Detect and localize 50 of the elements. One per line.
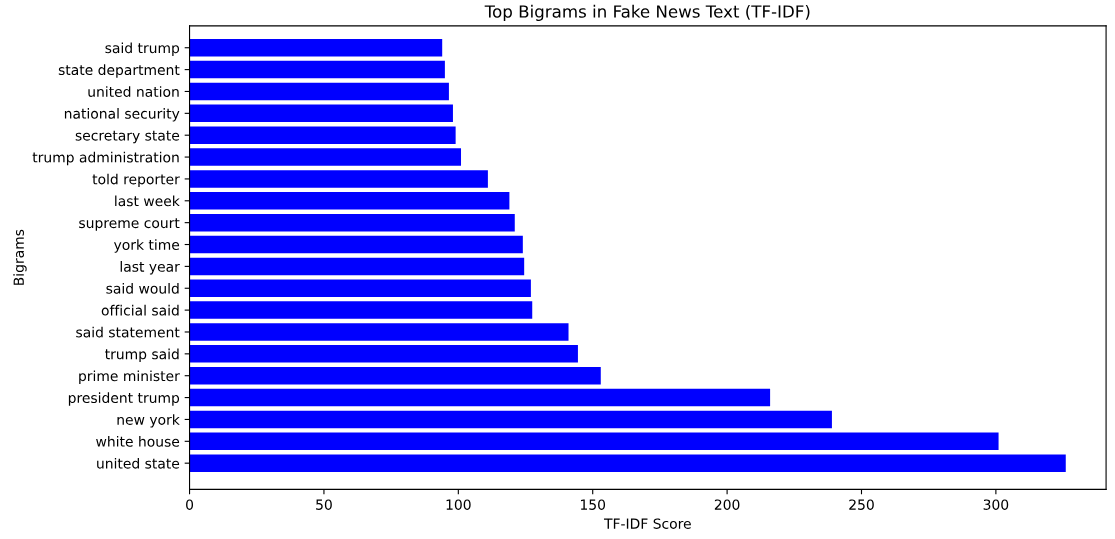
y-tick-label: official said xyxy=(101,304,179,316)
y-tick-label: new york xyxy=(117,414,180,428)
bar xyxy=(189,323,569,341)
bar xyxy=(189,257,525,276)
bar xyxy=(189,104,453,123)
y-tick-label: white house xyxy=(96,436,180,447)
bar xyxy=(189,148,462,166)
bar xyxy=(189,60,445,79)
y-tick-label: said statement xyxy=(76,326,180,338)
bar xyxy=(189,213,515,232)
y-axis-title: Bigrams xyxy=(13,229,27,285)
bar xyxy=(189,126,456,144)
y-tick-label: york time xyxy=(113,239,180,253)
x-axis-title: TF-IDF Score xyxy=(603,518,691,529)
y-tick-label: said trump xyxy=(105,42,180,56)
x-tick-label: 150 xyxy=(580,499,606,510)
y-tick-label: united state xyxy=(97,457,180,469)
bar xyxy=(189,170,488,188)
y-tick-label: trump administration xyxy=(32,151,179,166)
bar xyxy=(189,38,443,57)
bar xyxy=(189,235,523,254)
y-tick-label: supreme court xyxy=(79,218,180,231)
y-tick-label: state department xyxy=(58,64,180,78)
bar xyxy=(189,192,510,210)
x-tick-label: 50 xyxy=(316,499,332,510)
y-tick-label: last week xyxy=(115,195,180,207)
x-tick-label: 200 xyxy=(714,499,740,510)
bar xyxy=(189,301,533,319)
y-tick-label: said would xyxy=(106,282,179,294)
x-tick-label: 300 xyxy=(983,499,1009,510)
x-tick-label: 100 xyxy=(446,499,471,510)
bar xyxy=(189,454,1066,472)
bar xyxy=(189,345,578,363)
bar xyxy=(189,82,449,101)
bar xyxy=(189,388,771,407)
bar xyxy=(189,366,601,385)
y-tick-label: told reporter xyxy=(92,173,180,188)
y-tick-label: united nation xyxy=(88,86,179,97)
y-tick-label: last year xyxy=(120,261,180,275)
x-tick-label: 250 xyxy=(849,499,874,510)
y-tick-label: secretary state xyxy=(75,130,180,144)
chart-title: Top Bigrams in Fake News Text (TF-IDF) xyxy=(484,4,810,21)
y-tick-label: national security xyxy=(64,108,180,122)
y-tick-label: prime minister xyxy=(79,370,180,384)
bar xyxy=(189,410,832,429)
y-tick-label: trump said xyxy=(105,348,179,363)
bar xyxy=(189,279,531,297)
x-tick-label: 0 xyxy=(186,499,194,510)
y-tick-label: president trump xyxy=(68,392,180,406)
bar xyxy=(189,432,999,451)
